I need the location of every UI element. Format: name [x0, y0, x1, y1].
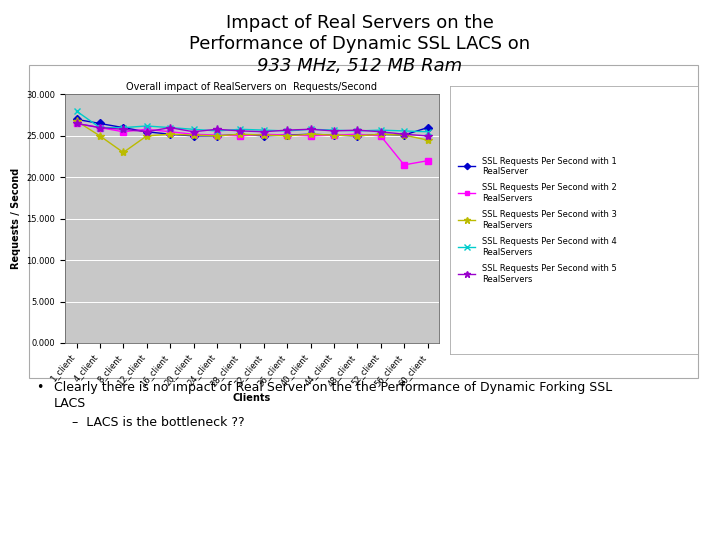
SSL Requests Per Second with 3
RealServers — [119, 149, 127, 156]
SSL Requests Per Second with 5
RealServers — [212, 126, 221, 132]
SSL Requests Per Second with 2
RealServers — [119, 129, 127, 135]
Text: LACS: LACS — [54, 397, 86, 410]
SSL Requests Per Second with 3
RealServers — [236, 131, 245, 138]
SSL Requests Per Second with 1
RealServer — [423, 124, 432, 131]
SSL Requests Per Second with 3
RealServers — [96, 133, 104, 139]
SSL Requests Per Second with 2
RealServers — [259, 131, 268, 138]
SSL Requests Per Second with 1
RealServer — [189, 133, 198, 139]
Y-axis label: Requests / Second: Requests / Second — [11, 168, 21, 269]
SSL Requests Per Second with 4
RealServers — [423, 129, 432, 135]
SSL Requests Per Second with 2
RealServers — [166, 129, 174, 135]
SSL Requests Per Second with 1
RealServer — [119, 124, 127, 131]
SSL Requests Per Second with 2
RealServers — [143, 126, 151, 132]
SSL Requests Per Second with 2
RealServers — [189, 131, 198, 138]
SSL Requests Per Second with 4
RealServers — [259, 127, 268, 133]
SSL Requests Per Second with 1
RealServer — [236, 131, 245, 138]
Text: 933 MHz, 512 MB Ram: 933 MHz, 512 MB Ram — [258, 57, 462, 75]
SSL Requests Per Second with 1
RealServer — [330, 132, 338, 138]
SSL Requests Per Second with 4
RealServers — [72, 108, 81, 114]
SSL Requests Per Second with 1
RealServer — [400, 132, 408, 138]
SSL Requests Per Second with 1
RealServer — [259, 133, 268, 139]
SSL Requests Per Second with 4
RealServers — [306, 126, 315, 132]
SSL Requests Per Second with 3
RealServers — [212, 133, 221, 139]
SSL Requests Per Second with 5
RealServers — [119, 126, 127, 132]
SSL Requests Per Second with 4
RealServers — [189, 126, 198, 132]
SSL Requests Per Second with 1
RealServer — [306, 131, 315, 138]
SSL Requests Per Second with 5
RealServers — [330, 127, 338, 134]
SSL Requests Per Second with 1
RealServer — [143, 129, 151, 135]
Text: –  LACS is the bottleneck ??: – LACS is the bottleneck ?? — [72, 416, 245, 429]
SSL Requests Per Second with 2
RealServers — [96, 124, 104, 131]
X-axis label: Clients: Clients — [233, 393, 271, 403]
SSL Requests Per Second with 2
RealServers — [212, 132, 221, 138]
SSL Requests Per Second with 3
RealServers — [423, 137, 432, 143]
SSL Requests Per Second with 2
RealServers — [72, 120, 81, 127]
SSL Requests Per Second with 5
RealServers — [377, 129, 385, 135]
SSL Requests Per Second with 2
RealServers — [306, 133, 315, 139]
SSL Requests Per Second with 2
RealServers — [330, 132, 338, 138]
SSL Requests Per Second with 4
RealServers — [283, 127, 292, 134]
SSL Requests Per Second with 4
RealServers — [400, 127, 408, 134]
SSL Requests Per Second with 3
RealServers — [72, 118, 81, 124]
SSL Requests Per Second with 5
RealServers — [236, 127, 245, 134]
SSL Requests Per Second with 4
RealServers — [119, 124, 127, 131]
SSL Requests Per Second with 2
RealServers — [423, 158, 432, 164]
SSL Requests Per Second with 2
RealServers — [283, 132, 292, 138]
Text: •: • — [36, 381, 43, 394]
SSL Requests Per Second with 5
RealServers — [353, 127, 361, 133]
SSL Requests Per Second with 5
RealServers — [143, 129, 151, 135]
Title: Overall impact of RealServers on  Requests/Second: Overall impact of RealServers on Request… — [127, 82, 377, 92]
SSL Requests Per Second with 5
RealServers — [96, 124, 104, 131]
Legend: SSL Requests Per Second with 1
RealServer, SSL Requests Per Second with 2
RealSe: SSL Requests Per Second with 1 RealServe… — [454, 152, 621, 288]
SSL Requests Per Second with 5
RealServers — [166, 124, 174, 131]
SSL Requests Per Second with 2
RealServers — [353, 131, 361, 138]
Line: SSL Requests Per Second with 2
RealServers: SSL Requests Per Second with 2 RealServe… — [73, 121, 431, 167]
SSL Requests Per Second with 5
RealServers — [306, 126, 315, 132]
SSL Requests Per Second with 3
RealServers — [306, 131, 315, 138]
SSL Requests Per Second with 4
RealServers — [236, 126, 245, 132]
SSL Requests Per Second with 3
RealServers — [259, 132, 268, 138]
Line: SSL Requests Per Second with 1
RealServer: SSL Requests Per Second with 1 RealServe… — [73, 117, 431, 139]
SSL Requests Per Second with 3
RealServers — [143, 133, 151, 139]
SSL Requests Per Second with 4
RealServers — [212, 127, 221, 134]
SSL Requests Per Second with 2
RealServers — [377, 133, 385, 139]
SSL Requests Per Second with 4
RealServers — [353, 127, 361, 134]
SSL Requests Per Second with 1
RealServer — [353, 133, 361, 139]
Line: SSL Requests Per Second with 5
RealServers: SSL Requests Per Second with 5 RealServe… — [72, 119, 432, 140]
SSL Requests Per Second with 3
RealServers — [353, 133, 361, 139]
Line: SSL Requests Per Second with 4
RealServers: SSL Requests Per Second with 4 RealServe… — [73, 107, 431, 135]
Text: Performance of Dynamic SSL LACS on: Performance of Dynamic SSL LACS on — [189, 35, 531, 53]
Text: Impact of Real Servers on the: Impact of Real Servers on the — [226, 14, 494, 31]
SSL Requests Per Second with 3
RealServers — [189, 132, 198, 138]
SSL Requests Per Second with 2
RealServers — [236, 133, 245, 139]
SSL Requests Per Second with 5
RealServers — [72, 120, 81, 127]
SSL Requests Per Second with 5
RealServers — [259, 129, 268, 135]
SSL Requests Per Second with 3
RealServers — [400, 132, 408, 138]
SSL Requests Per Second with 4
RealServers — [96, 124, 104, 131]
SSL Requests Per Second with 5
RealServers — [189, 129, 198, 135]
SSL Requests Per Second with 3
RealServers — [377, 131, 385, 138]
SSL Requests Per Second with 5
RealServers — [400, 131, 408, 138]
SSL Requests Per Second with 4
RealServers — [377, 127, 385, 133]
SSL Requests Per Second with 1
RealServer — [72, 116, 81, 123]
SSL Requests Per Second with 5
RealServers — [423, 133, 432, 139]
SSL Requests Per Second with 3
RealServers — [330, 132, 338, 138]
SSL Requests Per Second with 1
RealServer — [283, 132, 292, 138]
SSL Requests Per Second with 4
RealServers — [166, 124, 174, 131]
SSL Requests Per Second with 1
RealServer — [212, 133, 221, 139]
SSL Requests Per Second with 1
RealServer — [166, 131, 174, 138]
SSL Requests Per Second with 4
RealServers — [330, 127, 338, 133]
SSL Requests Per Second with 5
RealServers — [283, 127, 292, 133]
SSL Requests Per Second with 2
RealServers — [400, 161, 408, 168]
SSL Requests Per Second with 3
RealServers — [283, 133, 292, 139]
Text: Clearly there is no impact of Real Server on the the Performance of Dynamic Fork: Clearly there is no impact of Real Serve… — [54, 381, 612, 394]
Line: SSL Requests Per Second with 3
RealServers: SSL Requests Per Second with 3 RealServe… — [72, 117, 432, 157]
SSL Requests Per Second with 1
RealServer — [96, 120, 104, 127]
SSL Requests Per Second with 4
RealServers — [143, 123, 151, 129]
SSL Requests Per Second with 3
RealServers — [166, 131, 174, 138]
SSL Requests Per Second with 1
RealServer — [377, 131, 385, 138]
